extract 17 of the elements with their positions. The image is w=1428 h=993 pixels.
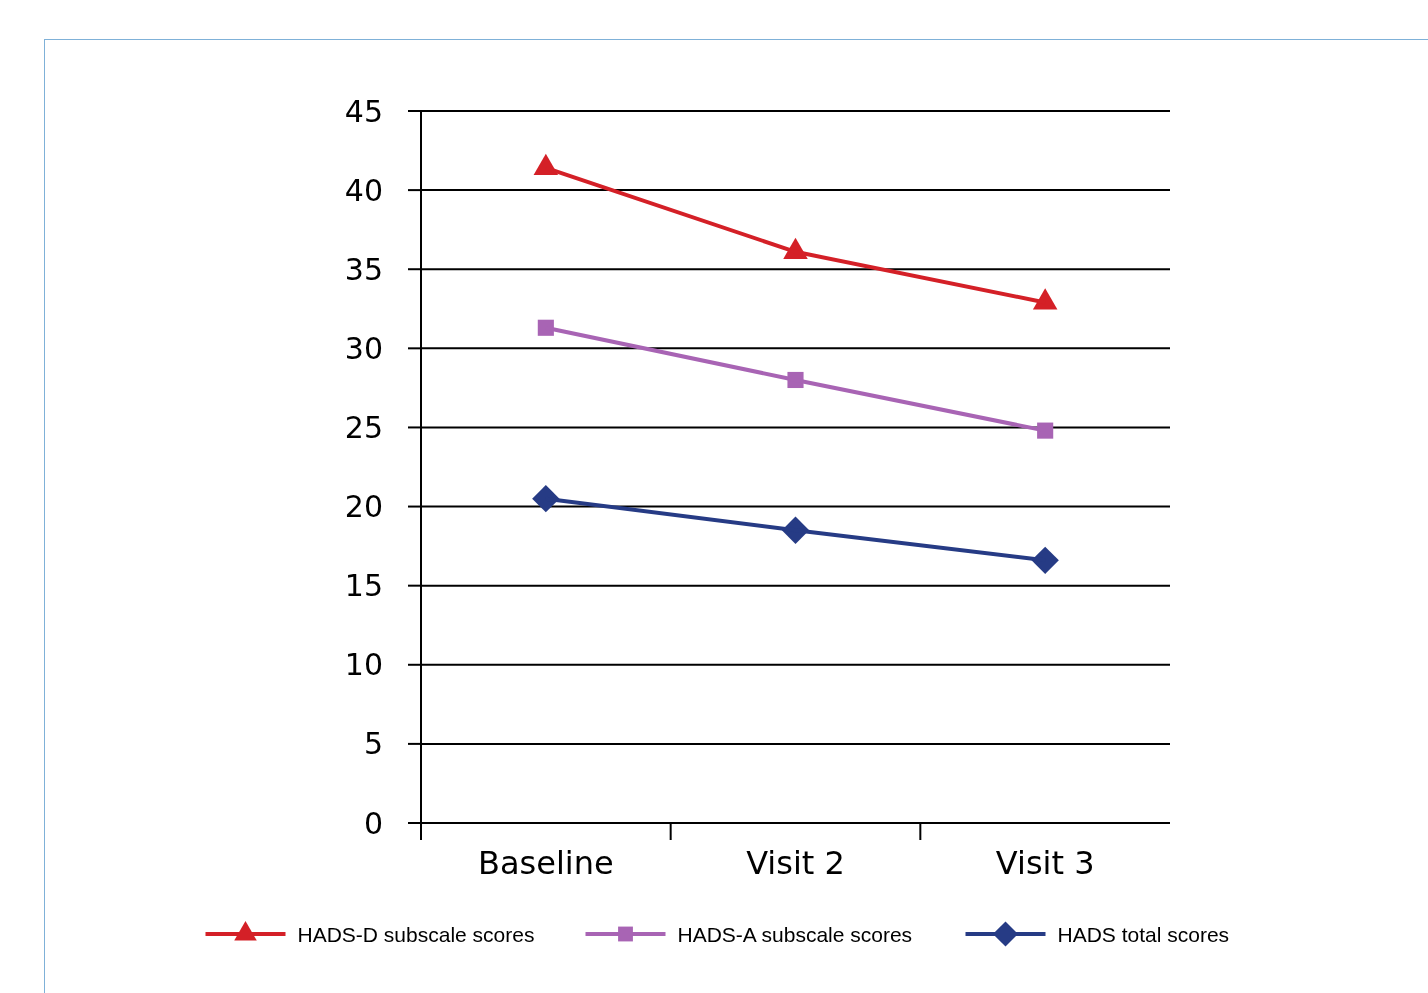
y-tick-label: 5 <box>363 726 383 762</box>
y-tick-label: 15 <box>344 568 383 604</box>
x-tick-label: Baseline <box>478 844 614 882</box>
y-tick-label: 30 <box>344 330 383 366</box>
legend-label: HADS-A subscale scores <box>677 922 913 946</box>
legend-label: HADS total scores <box>1057 922 1230 946</box>
y-tick-label: 45 <box>344 93 383 129</box>
y-tick-label: 40 <box>344 172 383 208</box>
y-tick-label: 20 <box>344 489 383 525</box>
x-tick-label: Visit 3 <box>995 844 1095 882</box>
y-tick-label: 25 <box>344 409 383 445</box>
legend-label: HADS-D subscale scores <box>297 922 535 946</box>
y-tick-label: 0 <box>363 805 383 841</box>
page-frame: 0 5 10 15 20 25 30 35 40 45 Baseline Visit 2 Visit 3 HADS-D subscale scores HADS-A subscale scores HADS total scores <box>8 8 1428 993</box>
y-tick-label: 35 <box>344 251 383 287</box>
y-tick-label: 10 <box>344 647 383 683</box>
x-tick-label: Visit 2 <box>746 844 845 882</box>
